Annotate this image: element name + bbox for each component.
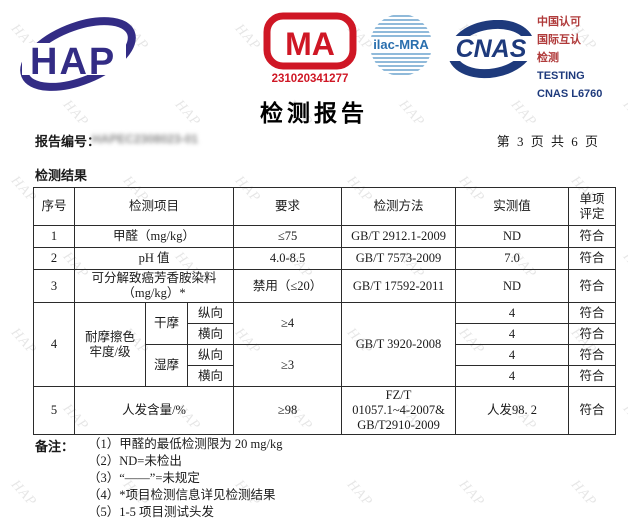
col-header-item: 检测项目	[73, 187, 235, 226]
cell-verdict: 符合	[568, 365, 617, 387]
accreditation-line: TESTING	[537, 70, 585, 82]
cell-no: 4	[33, 302, 75, 387]
cell-measured: 7.0	[455, 247, 570, 270]
results-table: 序号 检测项目 要求 检测方法 实测值 单项 评定 1 甲醛（mg/kg） ≤7…	[33, 187, 617, 435]
cell-verdict: 符合	[568, 225, 617, 248]
cell-no: 2	[33, 247, 75, 270]
cell-verdict: 符合	[568, 269, 617, 303]
ilac-mra-text: ilac-MRA	[373, 37, 429, 52]
note-item: （5）1-5 项目测试头发	[88, 505, 215, 519]
cell-item: 耐摩擦色 牢度/级	[74, 302, 146, 387]
cell-measured: ND	[455, 269, 570, 303]
accreditation-line: CNAS L6760	[537, 88, 603, 100]
cma-logo-text: MA	[285, 26, 335, 62]
table-row: 3 可分解致癌芳香胺染料 （mg/kg）* 禁用（≤20） GB/T 17592…	[33, 269, 617, 303]
cell-requirement: ≥98	[233, 386, 343, 435]
cell-method: GB/T 7573-2009	[341, 247, 457, 270]
cell-measured: 4	[455, 302, 570, 324]
ilac-mra-logo-icon: ilac-MRA	[370, 15, 432, 75]
accreditation-line: 检测	[537, 52, 559, 64]
cell-verdict: 符合	[568, 302, 617, 324]
cell-requirement: ≥4	[233, 302, 343, 345]
cell-requirement: ≥3	[233, 344, 343, 387]
table-row: 2 pH 值 4.0-8.5 GB/T 7573-2009 7.0 符合	[33, 247, 617, 270]
cma-logo-icon: MA 231020341277	[263, 12, 357, 85]
note-item: （1）甲醛的最低检测限为 20 mg/kg	[88, 437, 283, 451]
page-number: 第 3 页 共 6 页	[496, 134, 600, 149]
hap-logo-icon: HAP	[20, 17, 136, 91]
accreditation-line: 中国认可	[537, 16, 581, 28]
section-title: 检测结果	[35, 168, 88, 183]
page-title: 检测报告	[260, 100, 368, 126]
table-row: 5 人发含量/% ≥98 FZ/T 01057.1~4-2007& GB/T29…	[33, 386, 617, 435]
col-header-method: 检测方法	[341, 187, 457, 226]
cell-item: 甲醛（mg/kg）	[73, 225, 235, 248]
cnas-logo-text: CNAS	[456, 35, 527, 63]
col-header-no: 序号	[33, 187, 75, 226]
cell-verdict: 符合	[568, 323, 617, 345]
notes-section: 备注： （1）甲醛的最低检测限为 20 mg/kg （2）ND=未检出 （3）“…	[35, 436, 282, 521]
cell-measured: 4	[455, 365, 570, 387]
cell-verdict: 符合	[568, 247, 617, 270]
report-number-value-redacted: HAPEC2308023-01	[92, 132, 199, 146]
col-header-measured: 实测值	[455, 187, 570, 226]
table-row: 湿摩 纵向 ≥3 4 符合	[34, 344, 617, 387]
table-row: 横向 4 符合	[34, 365, 617, 387]
cell-measured: ND	[455, 225, 570, 248]
cell-requirement: 4.0-8.5	[233, 247, 343, 270]
accreditation-block: 中国认可 国际互认 检测 TESTING CNAS L6760	[537, 13, 602, 103]
accreditation-line: 国际互认	[537, 34, 581, 46]
notes-label: 备注：	[35, 439, 75, 454]
cell-measured: 4	[455, 344, 570, 366]
cell-method: GB/T 3920-2008	[341, 302, 457, 387]
cell-item: pH 值	[73, 247, 235, 270]
cell-verdict: 符合	[568, 344, 617, 366]
notes-list: （1）甲醛的最低检测限为 20 mg/kg （2）ND=未检出 （3）“——”=…	[88, 436, 282, 521]
cell-no: 5	[33, 386, 75, 435]
cell-method: GB/T 2912.1-2009	[341, 225, 457, 248]
cell-dry-label: 干摩	[145, 302, 188, 345]
cell-measured: 人发98. 2	[455, 386, 570, 435]
cell-wet-label: 湿摩	[145, 344, 188, 387]
col-header-verdict: 单项 评定	[568, 187, 617, 226]
col-header-requirement: 要求	[233, 187, 343, 226]
table-row: 1 甲醛（mg/kg） ≤75 GB/T 2912.1-2009 ND 符合	[33, 225, 617, 248]
hap-logo-text: HAP	[30, 41, 116, 83]
cell-no: 1	[33, 225, 75, 248]
cell-direction: 横向	[186, 323, 235, 345]
cell-item: 可分解致癌芳香胺染料 （mg/kg）*	[73, 269, 235, 303]
table-header-row: 序号 检测项目 要求 检测方法 实测值 单项 评定	[33, 187, 617, 226]
cell-no: 3	[33, 269, 75, 303]
note-item: （4）*项目检测信息详见检测结果	[88, 488, 276, 502]
cell-method: GB/T 17592-2011	[341, 269, 457, 303]
table-row: 4 耐摩擦色 牢度/级 干摩 纵向 ≥4 GB/T 3920-2008 4 符合	[33, 302, 617, 387]
cell-method: FZ/T 01057.1~4-2007& GB/T2910-2009	[341, 386, 457, 435]
cell-item: 人发含量/%	[73, 386, 235, 435]
cell-direction: 横向	[186, 365, 235, 387]
cell-verdict: 符合	[568, 386, 617, 435]
note-item: （2）ND=未检出	[88, 454, 182, 468]
cma-number: 231020341277	[272, 73, 349, 85]
cell-requirement: 禁用（≤20）	[233, 269, 343, 303]
cell-measured: 4	[455, 323, 570, 345]
note-item: （3）“——”=未规定	[88, 471, 200, 485]
cell-requirement: ≤75	[233, 225, 343, 248]
cell-direction: 纵向	[186, 344, 235, 366]
report-number-label: 报告编号：	[35, 134, 101, 149]
cell-direction: 纵向	[186, 302, 235, 324]
cnas-logo-icon: CNAS	[448, 20, 534, 79]
